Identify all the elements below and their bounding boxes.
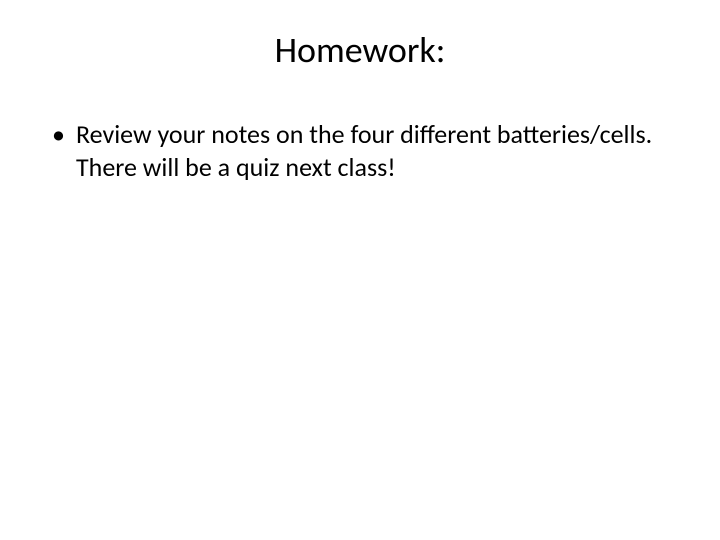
bullet-list: Review your notes on the four different …: [52, 118, 668, 183]
slide-title: Homework:: [0, 0, 720, 92]
bullet-item: Review your notes on the four different …: [52, 118, 668, 183]
content-area: Review your notes on the four different …: [0, 92, 720, 183]
